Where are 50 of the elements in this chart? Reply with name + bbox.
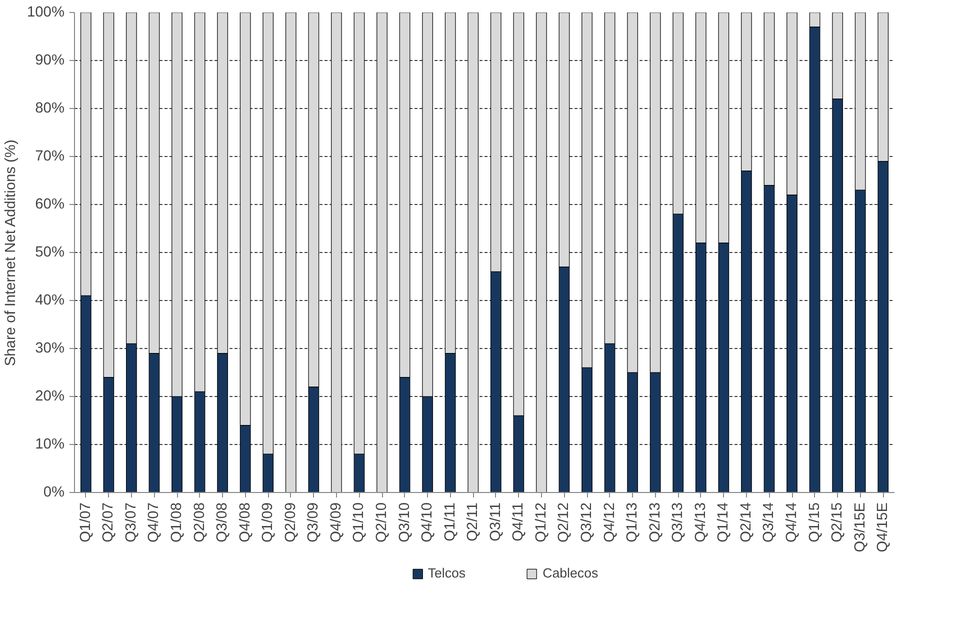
y-tick-label: 50% <box>35 244 65 260</box>
y-tick-label: 60% <box>35 196 65 212</box>
y-axis-title: Share of Internet Net Additions (%) <box>3 140 20 366</box>
x-tick-label: Q3/07 <box>123 502 140 542</box>
y-tick-label: 80% <box>35 100 65 116</box>
x-tick-label: Q1/07 <box>78 502 94 542</box>
legend-label: Telcos <box>428 566 466 580</box>
x-tick-label: Q4/12 <box>602 502 618 542</box>
x-tick-label: Q4/10 <box>420 502 436 542</box>
x-tick-label: Q2/08 <box>192 502 208 542</box>
x-tick-label: Q3/13 <box>670 502 686 542</box>
x-tick-label: Q2/11 <box>465 502 482 542</box>
x-tick-label: Q4/09 <box>328 502 344 542</box>
x-tick-label: Q4/13 <box>692 502 709 542</box>
x-tick-label: Q1/15 <box>806 502 823 542</box>
legend-label: Cablecos <box>542 566 598 580</box>
x-tick-label: Q3/08 <box>214 502 231 542</box>
y-tick-label: 20% <box>35 388 65 404</box>
x-tick-label: Q1/14 <box>716 502 732 542</box>
x-tick-label: Q3/12 <box>579 502 595 542</box>
x-tick-label: Q1/10 <box>351 502 368 542</box>
x-tick-label: Q4/15E <box>875 502 892 552</box>
x-tick-label: Q2/09 <box>282 502 299 542</box>
x-tick-label: Q3/10 <box>396 502 413 542</box>
y-tick-label: 10% <box>35 436 65 452</box>
y-tick-label: 30% <box>35 340 65 356</box>
x-tick-label: Q2/13 <box>647 502 664 542</box>
x-tick-label: Q2/12 <box>556 502 572 542</box>
x-tick-label: Q4/14 <box>784 502 800 542</box>
x-tick-label: Q3/11 <box>488 502 504 542</box>
x-tick-label: Q4/07 <box>146 502 162 542</box>
x-tick-label: Q2/14 <box>738 502 754 542</box>
x-tick-label: Q2/10 <box>374 502 390 542</box>
x-tick-label: Q1/13 <box>624 502 641 542</box>
x-tick-label: Q3/14 <box>761 502 778 542</box>
x-tick-label: Q2/15 <box>830 502 846 542</box>
y-tick-label: 100% <box>27 4 65 20</box>
x-tick-label: Q1/09 <box>260 502 276 542</box>
x-tick-label: Q3/09 <box>306 502 322 542</box>
x-tick-label: Q1/11 <box>442 502 458 542</box>
y-tick-label: 40% <box>35 292 65 308</box>
x-tick-label: Q4/08 <box>237 502 254 542</box>
x-tick-label: Q1/08 <box>169 502 185 542</box>
y-tick-label: 70% <box>35 148 65 164</box>
x-tick-label: Q4/11 <box>510 502 527 542</box>
y-tick-label: 0% <box>43 484 65 500</box>
y-tick-label: 90% <box>35 52 65 68</box>
x-tick-label: Q2/07 <box>100 502 117 542</box>
x-tick-label: Q3/15E <box>852 502 868 552</box>
x-tick-label: Q1/12 <box>533 502 550 542</box>
